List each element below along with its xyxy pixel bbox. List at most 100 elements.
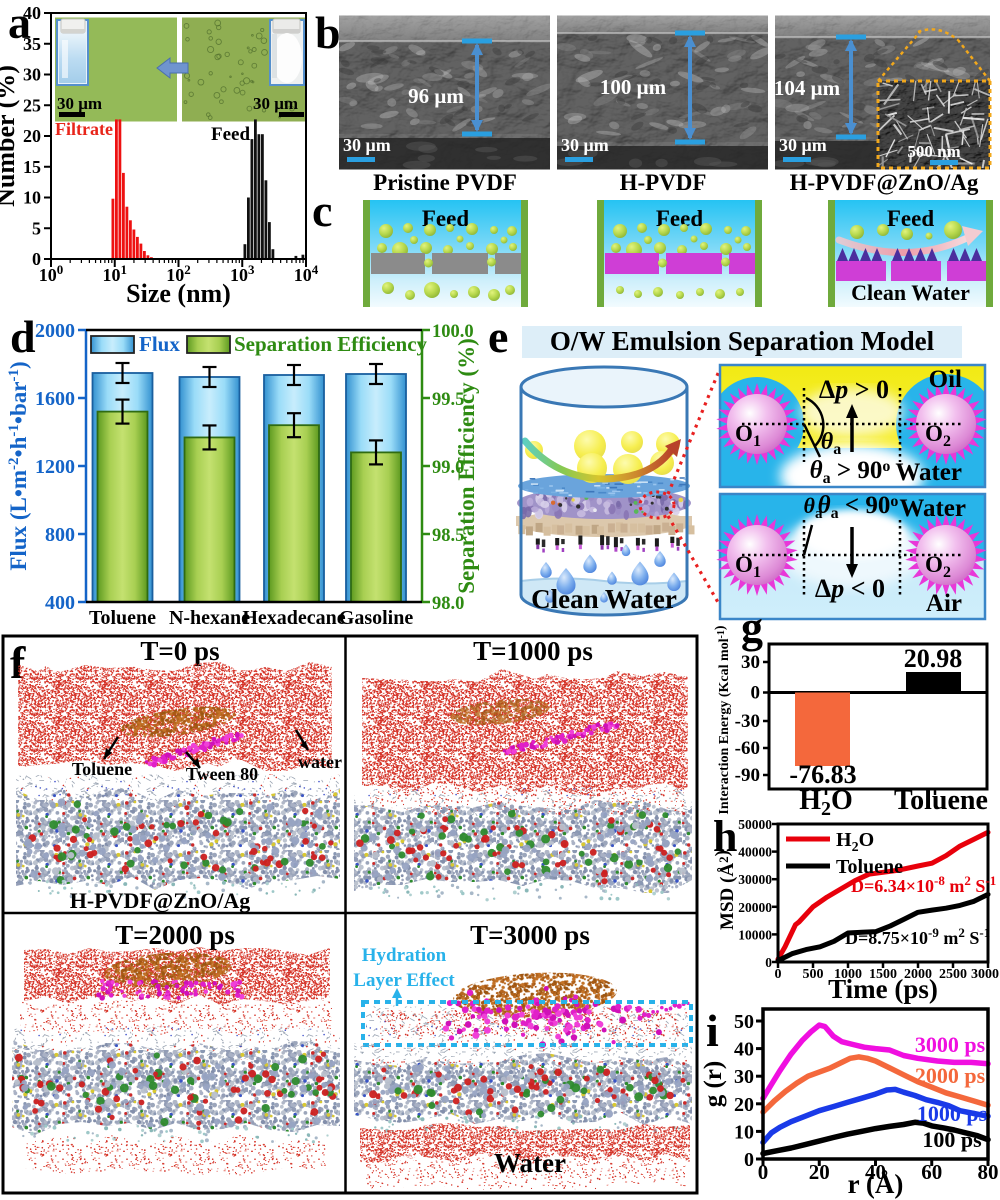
svg-text:Water: Water (899, 495, 966, 522)
svg-text:50: 50 (734, 1011, 754, 1033)
svg-text:800: 800 (45, 524, 75, 546)
svg-text:Hydration: Hydration (362, 945, 447, 966)
svg-text:Size (nm): Size (nm) (126, 279, 231, 308)
svg-text:30000: 30000 (738, 872, 772, 887)
svg-text:40: 40 (734, 1039, 754, 1061)
svg-text:Separation Efficiency: Separation Efficiency (234, 332, 428, 356)
svg-text:40: 40 (865, 1160, 886, 1184)
svg-text:10: 10 (734, 1121, 754, 1143)
svg-text:Δp < 0: Δp < 0 (815, 574, 885, 603)
svg-text:0: 0 (765, 955, 772, 970)
svg-text:Toluene: Toluene (89, 607, 156, 629)
svg-text:Oil: Oil (929, 366, 962, 393)
svg-text:30 μm: 30 μm (779, 135, 827, 155)
svg-text:3000: 3000 (971, 967, 999, 982)
svg-text:D=8.75×10-9 m2 S-1: D=8.75×10-9 m2 S-1 (845, 925, 990, 948)
svg-text:water: water (298, 752, 342, 772)
svg-text:b: b (315, 7, 341, 58)
svg-text:MSD (Å2): MSD (Å2) (712, 850, 738, 930)
svg-text:80: 80 (978, 1160, 999, 1184)
svg-text:θa: θa (804, 493, 823, 522)
svg-text:1000 ps: 1000 ps (917, 1101, 988, 1126)
svg-text:H-PVDF@ZnO/Ag: H-PVDF@ZnO/Ag (70, 888, 251, 913)
svg-text:θa > 90o: θa > 90o (810, 457, 891, 487)
svg-text:-90: -90 (735, 765, 760, 786)
svg-text:d: d (10, 311, 36, 362)
svg-text:1500: 1500 (869, 967, 897, 982)
svg-text:Clean Water: Clean Water (851, 280, 970, 305)
svg-text:0: 0 (775, 967, 782, 982)
svg-text:a: a (8, 0, 31, 48)
svg-text:g (r): g (r) (700, 1061, 727, 1108)
svg-text:Gasoline: Gasoline (339, 607, 414, 629)
svg-text:30: 30 (23, 65, 41, 85)
svg-text:30 μm: 30 μm (343, 135, 391, 155)
svg-text:2000: 2000 (904, 967, 932, 982)
svg-text:25: 25 (23, 95, 41, 115)
svg-text:98.0: 98.0 (432, 594, 464, 614)
svg-text:104 μm: 104 μm (774, 76, 841, 100)
svg-text:Toluene: Toluene (836, 856, 903, 878)
svg-text:θa < 90o: θa < 90o (818, 492, 899, 522)
svg-text:15: 15 (23, 157, 41, 177)
svg-text:r (Å): r (Å) (848, 1169, 904, 1199)
svg-text:i: i (706, 1005, 719, 1056)
svg-text:Water: Water (494, 1148, 566, 1178)
svg-text:T=0 ps: T=0 ps (140, 636, 219, 666)
svg-text:100.0: 100.0 (432, 322, 474, 342)
svg-text:Filtrate: Filtrate (55, 119, 113, 139)
svg-text:Hexadecane: Hexadecane (242, 607, 345, 629)
svg-text:2500: 2500 (939, 967, 967, 982)
svg-text:Feed: Feed (887, 206, 934, 231)
svg-text:Δp > 0: Δp > 0 (819, 375, 889, 404)
svg-text:50000: 50000 (738, 817, 772, 832)
svg-text:400: 400 (45, 592, 75, 614)
svg-text:30: 30 (734, 1066, 754, 1088)
svg-text:1600: 1600 (35, 388, 75, 410)
svg-text:D=6.34×10-8 m2 S-1: D=6.34×10-8 m2 S-1 (851, 873, 996, 896)
svg-text:e: e (488, 311, 508, 362)
svg-text:60: 60 (921, 1160, 942, 1184)
svg-text:10: 10 (23, 188, 41, 208)
svg-text:20: 20 (809, 1160, 830, 1184)
svg-text:O2: O2 (925, 552, 951, 581)
svg-text:20000: 20000 (738, 900, 772, 915)
svg-text:0: 0 (744, 1149, 754, 1171)
svg-text:98.5: 98.5 (432, 526, 464, 546)
svg-text:Separation Efficiency (%): Separation Efficiency (%) (454, 338, 479, 594)
svg-text:99.5: 99.5 (432, 390, 464, 410)
svg-text:99.0: 99.0 (432, 458, 464, 478)
svg-text:30 μm: 30 μm (57, 94, 102, 113)
svg-text:c: c (312, 185, 332, 236)
svg-text:2000: 2000 (35, 320, 75, 342)
svg-text:Layer Effect: Layer Effect (353, 970, 455, 991)
svg-text:35: 35 (23, 34, 41, 54)
svg-text:Interaction Energy (Kcal mol-1: Interaction Energy (Kcal mol-1) (713, 625, 732, 814)
svg-text:40: 40 (23, 3, 41, 23)
svg-text:H-PVDF: H-PVDF (620, 170, 707, 195)
svg-text:O/W Emulsion Separation Model: O/W Emulsion Separation Model (550, 326, 935, 356)
svg-text:100 ps: 100 ps (922, 1127, 982, 1152)
svg-text:20: 20 (23, 126, 41, 146)
svg-text:-60: -60 (735, 738, 760, 759)
svg-text:30 μm: 30 μm (253, 94, 298, 113)
svg-text:H-PVDF@ZnO/Ag: H-PVDF@ZnO/Ag (790, 170, 979, 196)
svg-text:T=2000 ps: T=2000 ps (115, 920, 235, 950)
svg-text:-76.83: -76.83 (789, 760, 856, 789)
svg-text:96 μm: 96 μm (408, 84, 464, 108)
svg-text:Tween 80: Tween 80 (186, 764, 258, 784)
svg-text:0: 0 (751, 683, 761, 704)
svg-text:Time (ps): Time (ps) (828, 974, 938, 1004)
svg-text:10000: 10000 (738, 927, 772, 942)
svg-text:1200: 1200 (35, 456, 75, 478)
svg-text:1000: 1000 (834, 967, 862, 982)
svg-text:N-hexane: N-hexane (169, 607, 250, 629)
svg-text:T=3000 ps: T=3000 ps (470, 920, 590, 950)
svg-text:500: 500 (803, 967, 824, 982)
svg-text:Pristine PVDF: Pristine PVDF (373, 170, 517, 195)
svg-text:h: h (713, 812, 737, 861)
svg-text:3000 ps: 3000 ps (915, 1032, 986, 1057)
svg-text:Toluene: Toluene (894, 785, 988, 816)
svg-text:Water: Water (895, 459, 962, 486)
svg-text:30: 30 (741, 652, 760, 673)
